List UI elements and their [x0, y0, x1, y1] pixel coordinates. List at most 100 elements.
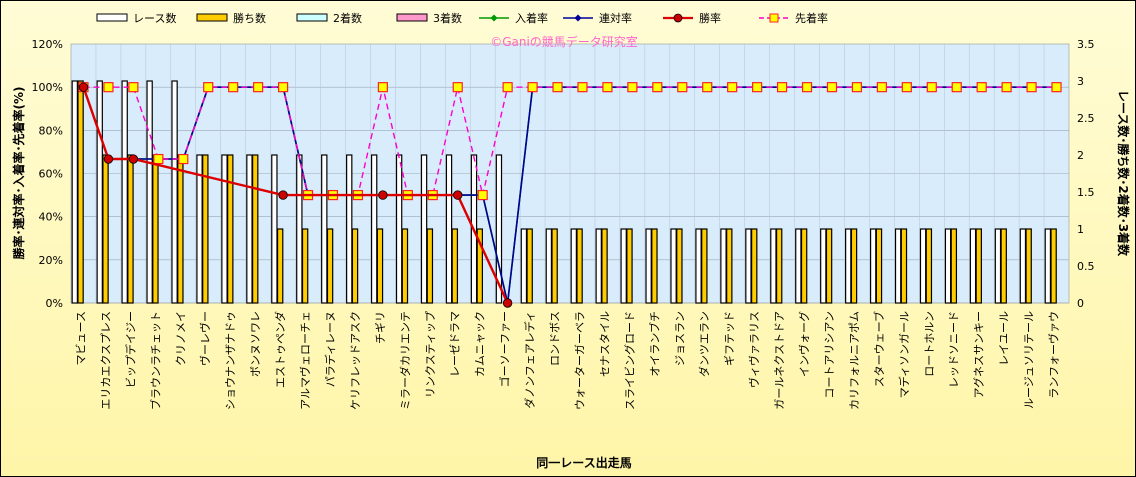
category-label: スライビングロード — [622, 311, 636, 410]
bar-0-18 — [520, 228, 528, 304]
marker-7-22 — [627, 82, 638, 93]
category-label: レッドソニード — [948, 311, 961, 388]
right-tick-label: 3.5 — [1077, 38, 1095, 51]
marker-6-17 — [502, 298, 513, 308]
marker-7-15 — [452, 82, 463, 93]
category-label: マディソンガール — [897, 311, 911, 398]
bar-0-3 — [146, 80, 153, 304]
line-7 — [83, 86, 1057, 196]
category-label: アグネスサンキー — [972, 311, 986, 398]
bar-1-26 — [726, 228, 733, 304]
bar-0-4 — [171, 80, 178, 304]
category-label: マビュース — [74, 311, 87, 365]
bar-1-9 — [301, 228, 309, 304]
bar-1-28 — [775, 228, 783, 304]
marker-6-2 — [128, 154, 139, 164]
marker-7-20 — [577, 82, 588, 93]
marker-6-15 — [453, 190, 463, 200]
marker-7-25 — [702, 82, 713, 93]
right-axis-title: レース数･勝ち数･2着数･3着数 — [1116, 90, 1131, 257]
marker-7-7 — [253, 82, 264, 93]
bar-0-13 — [395, 154, 403, 304]
left-tick-label: 60% — [39, 168, 63, 181]
marker-6-1 — [103, 154, 114, 164]
bar-0-10 — [321, 154, 328, 304]
marker-7-31 — [851, 82, 863, 93]
gridlines — [71, 44, 1069, 304]
bar-1-25 — [701, 228, 708, 304]
bar-0-32 — [869, 228, 877, 304]
category-label: レイユール — [998, 311, 1011, 366]
legend-swatch-1 — [196, 13, 228, 22]
marker-7-35 — [951, 82, 962, 93]
category-label: カリフォルニアポム — [848, 311, 861, 410]
category-label: ギフテッド — [723, 311, 736, 366]
category-label: インヴォーグ — [797, 311, 811, 377]
right-tick-label: 0.5 — [1077, 260, 1095, 273]
left-tick-label: 100% — [32, 81, 63, 94]
bar-0-30 — [820, 228, 827, 304]
bar-0-36 — [969, 228, 977, 304]
legend-marker-6 — [673, 13, 683, 23]
bar-0-1 — [96, 80, 103, 304]
right-tick-label: 3 — [1077, 75, 1084, 88]
marker-7-36 — [976, 82, 987, 93]
category-label: リンクスティップ — [424, 311, 437, 398]
bar-1-18 — [526, 228, 533, 304]
category-label: ウォーターガーベラ — [573, 311, 586, 410]
bar-0-5 — [196, 154, 203, 304]
category-label: ブラウンラチェット — [148, 311, 162, 410]
category-label: エストゥペンダ — [273, 311, 287, 388]
bar-1-22 — [626, 228, 633, 304]
bar-1-32 — [875, 228, 883, 304]
marker-7-33 — [901, 82, 912, 93]
left-tick-label: 120% — [32, 38, 63, 51]
bar-0-23 — [645, 228, 652, 304]
marker-7-32 — [876, 82, 887, 93]
marker-7-19 — [552, 82, 563, 93]
bar-0-34 — [919, 228, 927, 304]
marker-7-26 — [727, 82, 738, 93]
bar-1-12 — [376, 228, 384, 304]
watermark: ©Ganiの競馬データ研究室 — [490, 34, 638, 49]
bar-1-19 — [551, 228, 558, 304]
category-label: ゴーソーファー — [498, 311, 512, 387]
bar-0-28 — [770, 228, 777, 304]
right-tick-label: 1.5 — [1077, 186, 1095, 199]
bar-1-35 — [950, 228, 958, 304]
legend-swatch-2 — [296, 13, 328, 22]
legend-label-3: 3着数 — [433, 11, 462, 25]
legend: レース数 勝ち数 2着数 3着数 入着率 連対率 勝率 先着率 — [96, 11, 828, 25]
bar-1-36 — [975, 228, 982, 304]
marker-7-17 — [502, 82, 513, 93]
marker-7-30 — [826, 82, 838, 93]
marker-7-21 — [602, 82, 613, 93]
legend-label-0: レース数 — [133, 12, 176, 25]
bar-1-3 — [152, 154, 159, 304]
category-label: アルマヴェローチェ — [298, 311, 312, 410]
bar-1-33 — [900, 228, 908, 304]
category-label: ジョスラン — [673, 311, 686, 366]
bar-1-2 — [127, 154, 134, 304]
category-label: コートアリシアン — [823, 311, 836, 399]
left-axis: 0% 20% 40% 60% 80% 100% 120% — [32, 38, 63, 310]
legend-label-4: 入着率 — [515, 11, 548, 25]
bar-0-19 — [545, 228, 553, 304]
bar-1-27 — [751, 228, 758, 304]
category-label: ボンヌソワレ — [249, 311, 262, 377]
bar-1-34 — [925, 228, 933, 304]
legend-label-7: 先着率 — [795, 11, 828, 25]
line-series — [78, 82, 1062, 308]
bar-0-12 — [370, 154, 378, 304]
bar-0-25 — [695, 228, 702, 304]
category-label: ルージュソリテール — [1023, 311, 1036, 409]
bar-0-29 — [795, 228, 802, 304]
category-label: クリノメイ — [174, 311, 187, 366]
category-label: セナスタイル — [598, 311, 611, 377]
legend-label-2: 2着数 — [333, 11, 362, 25]
marker-7-3 — [153, 153, 164, 165]
bar-1-30 — [825, 228, 833, 304]
bar-1-13 — [401, 228, 409, 304]
marker-7-16 — [477, 189, 488, 201]
